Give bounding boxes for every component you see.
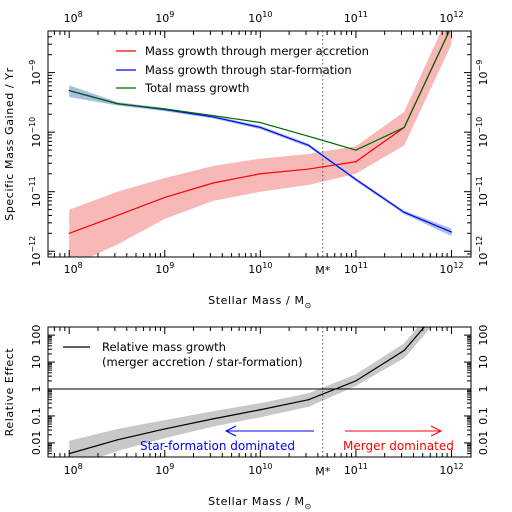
bottom-panel: 108 109 1010 1011 1012 M* 0.01 0.1 1 10 … bbox=[3, 295, 490, 511]
annotation-starformation: Star-formation dominated bbox=[140, 425, 314, 453]
top-ytick-label-1e-10: 10−10 bbox=[28, 117, 43, 148]
top-tick-marks bbox=[47, 30, 471, 258]
annotation-text-starformation: Star-formation dominated bbox=[140, 439, 295, 453]
bottom-series-0-point-3 bbox=[212, 418, 214, 420]
bottom-ytick-label-right-100: 100 bbox=[477, 325, 490, 346]
bottom-legend: Relative mass growth (merger accretion /… bbox=[63, 340, 303, 369]
top-series-0-point-0 bbox=[68, 232, 70, 234]
top-ytick-label-right-1e-9: 10−9 bbox=[475, 60, 490, 86]
bottom-xtick-label-1e12: 1012 bbox=[439, 462, 463, 477]
top-series-2-point-1 bbox=[116, 103, 119, 105]
arrow-left-head bbox=[224, 425, 237, 437]
top-xtick-label-upper-1e10: 1010 bbox=[248, 10, 272, 25]
bottom-series-0-point-1 bbox=[116, 439, 119, 441]
top-series-0-point-3 bbox=[212, 182, 214, 184]
top-band-series-0 bbox=[69, 31, 452, 257]
bottom-tick-marks bbox=[47, 326, 471, 458]
top-series-2-point-2 bbox=[164, 108, 166, 110]
legend-label-relative-line2: (merger accretion / star-formation) bbox=[102, 355, 303, 369]
bottom-ytick-label-right-1: 1 bbox=[477, 386, 490, 393]
top-series-1-point-4 bbox=[259, 126, 261, 129]
top-ylabel: Specific Mass Gained / Yr bbox=[3, 67, 16, 220]
bottom-ylabel: Relative Effect bbox=[3, 348, 16, 437]
top-xtick-label-1e8: 108 bbox=[64, 261, 83, 276]
bottom-uncertainty-band bbox=[69, 327, 432, 457]
top-series-1-point-7 bbox=[403, 211, 405, 213]
top-xtick-label-upper-1e8: 108 bbox=[64, 10, 83, 25]
top-xlabel: Stellar Mass / M⊙ bbox=[208, 294, 312, 310]
bottom-xtick-label-1e10: 1010 bbox=[248, 462, 272, 477]
top-series-0-point-5 bbox=[308, 168, 310, 170]
bottom-ytick-label-1: 1 bbox=[30, 386, 43, 393]
top-ytick-label-1e-12: 10−12 bbox=[28, 236, 43, 267]
bottom-band-series-0 bbox=[69, 327, 432, 457]
top-plot-area bbox=[68, 26, 453, 257]
bottom-series-0-point-8 bbox=[451, 295, 452, 296]
top-series-1-point-6 bbox=[355, 178, 357, 181]
top-ytick-label-right-1e-11: 10−11 bbox=[475, 176, 490, 207]
bottom-ytick-label-0.01: 0.01 bbox=[30, 431, 43, 456]
top-series-0-point-6 bbox=[355, 161, 357, 163]
top-series-2-point-7 bbox=[403, 126, 405, 129]
top-ytick-label-1e-11: 10−11 bbox=[28, 176, 43, 207]
arrow-right-head bbox=[430, 425, 443, 437]
top-series-2-point-5 bbox=[308, 135, 310, 137]
bottom-mstar-label: M* bbox=[315, 465, 330, 478]
top-series-1-point-3 bbox=[212, 116, 214, 118]
top-series-2-point-6 bbox=[355, 149, 357, 151]
top-xtick-label-upper-1e12: 1012 bbox=[439, 10, 463, 25]
top-series-2-point-8 bbox=[451, 26, 452, 27]
top-legend: Mass growth through merger accretion Mas… bbox=[116, 44, 369, 95]
legend-label-total: Total mass growth bbox=[144, 81, 249, 95]
top-plot-frame bbox=[47, 30, 472, 258]
top-mstar-label: M* bbox=[315, 264, 330, 277]
bottom-ytick-label-0.1: 0.1 bbox=[30, 407, 43, 425]
bottom-series-0-point-4 bbox=[259, 409, 261, 411]
top-xtick-label-1e9: 109 bbox=[155, 261, 174, 276]
bottom-plot-area bbox=[48, 295, 471, 457]
bottom-xtick-label-1e9: 109 bbox=[155, 462, 174, 477]
top-xtick-label-1e11: 1011 bbox=[344, 261, 368, 276]
top-series-1-point-5 bbox=[308, 144, 310, 146]
bottom-ytick-label-right-10: 10 bbox=[477, 355, 490, 369]
bottom-xtick-label-1e11: 1011 bbox=[344, 462, 368, 477]
legend-label-starformation: Mass growth through star-formation bbox=[145, 63, 352, 77]
bottom-ytick-label-100: 100 bbox=[30, 325, 43, 346]
top-xtick-label-upper-1e11: 1011 bbox=[344, 10, 368, 25]
bottom-series-0-point-5 bbox=[308, 399, 310, 401]
top-series-1-point-8 bbox=[450, 231, 453, 233]
bottom-series-0-point-2 bbox=[164, 428, 166, 430]
bottom-xtick-label-1e8: 108 bbox=[64, 462, 83, 477]
top-series-0-point-8 bbox=[451, 26, 452, 27]
annotation-merger: Merger dominated bbox=[343, 425, 454, 453]
annotation-text-merger: Merger dominated bbox=[343, 439, 454, 453]
top-xtick-label-upper-1e9: 109 bbox=[155, 10, 174, 25]
top-series-0-point-4 bbox=[259, 173, 261, 175]
top-xtick-label-1e12: 1012 bbox=[439, 261, 463, 276]
bottom-xlabel: Stellar Mass / M⊙ bbox=[208, 495, 312, 511]
top-series-2-point-0 bbox=[68, 89, 70, 92]
top-series-2-point-4 bbox=[259, 121, 261, 124]
top-panel: 108 109 1010 1011 1012 108 109 1010 1011… bbox=[3, 10, 490, 310]
legend-label-merger: Mass growth through merger accretion bbox=[145, 44, 369, 58]
bottom-ytick-label-10: 10 bbox=[30, 355, 43, 369]
top-ytick-label-1e-9: 10−9 bbox=[28, 60, 43, 86]
bottom-ytick-label-right-0.1: 0.1 bbox=[477, 407, 490, 425]
legend-label-relative: Relative mass growth bbox=[102, 340, 226, 354]
top-xtick-label-1e10: 1010 bbox=[248, 261, 272, 276]
bottom-series-0-point-7 bbox=[403, 349, 405, 352]
top-ytick-label-right-1e-10: 10−10 bbox=[475, 117, 490, 148]
bottom-ytick-label-right-0.01: 0.01 bbox=[477, 431, 490, 456]
bottom-series-0-point-6 bbox=[355, 380, 357, 382]
top-ytick-label-right-1e-12: 10−12 bbox=[475, 236, 490, 267]
top-series-lines bbox=[68, 26, 453, 234]
top-series-0-point-2 bbox=[164, 196, 166, 199]
top-series-0-point-1 bbox=[116, 214, 119, 216]
top-series-2-point-3 bbox=[212, 114, 214, 117]
